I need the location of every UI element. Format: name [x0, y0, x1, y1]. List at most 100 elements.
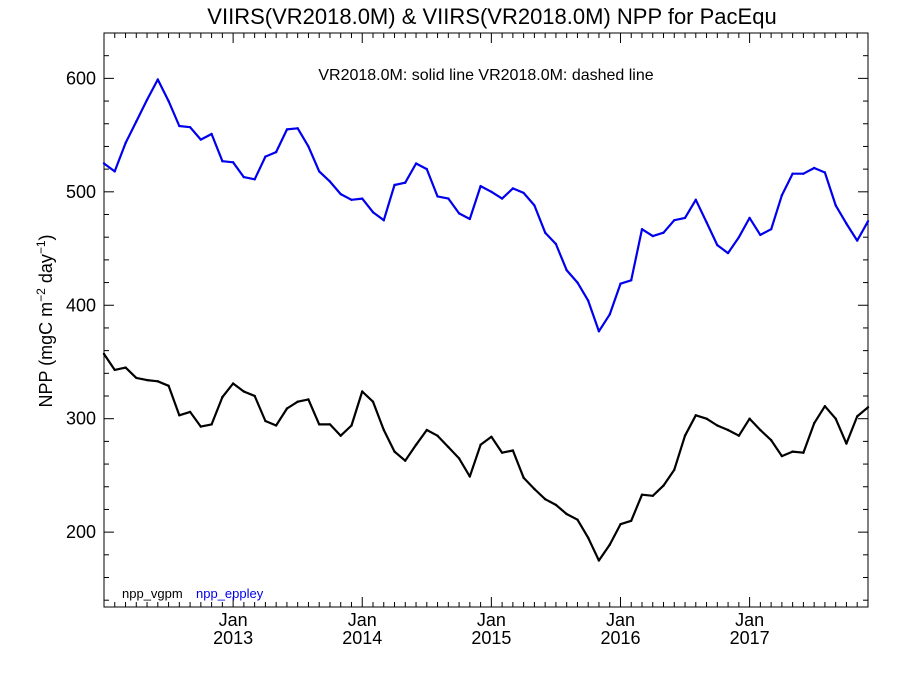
data-point-npp-vgpm [274, 424, 278, 427]
data-point-npp-eppley [296, 127, 299, 130]
series-line-npp-vgpm [103, 353, 869, 562]
data-point-npp-eppley [726, 251, 730, 255]
data-point-npp-vgpm [242, 390, 245, 393]
data-point-npp-eppley [802, 172, 805, 175]
data-point-npp-eppley [544, 231, 547, 234]
data-point-npp-vgpm [414, 443, 418, 446]
data-point-npp-eppley [425, 167, 428, 171]
data-point-npp-eppley [328, 180, 332, 183]
data-point-npp-vgpm [651, 494, 654, 497]
data-point-npp-eppley [651, 234, 654, 238]
data-point-npp-eppley [630, 279, 633, 282]
data-point-npp-eppley [307, 145, 310, 148]
data-point-npp-vgpm [576, 518, 579, 521]
data-point-npp-eppley [242, 175, 245, 179]
data-point-npp-vgpm [522, 476, 525, 479]
data-point-npp-eppley [770, 228, 773, 231]
data-point-npp-vgpm [102, 352, 106, 356]
data-point-npp-vgpm [307, 398, 310, 401]
y-axis-label-exp2: −1 [34, 240, 48, 254]
x-tick-label-month: Jan [348, 610, 377, 630]
data-point-npp-eppley [145, 98, 149, 102]
data-point-npp-eppley [393, 183, 396, 187]
data-point-npp-vgpm [264, 419, 267, 423]
x-tick-label-month: Jan [219, 610, 248, 630]
data-point-npp-vgpm [533, 487, 536, 491]
data-point-npp-eppley [780, 194, 784, 197]
y-tick-label: 400 [66, 295, 96, 315]
data-point-npp-eppley [468, 217, 471, 221]
data-point-npp-eppley [640, 228, 644, 231]
data-point-npp-vgpm [199, 425, 202, 428]
data-point-npp-vgpm [468, 475, 471, 478]
data-point-npp-vgpm [630, 519, 633, 522]
data-point-npp-vgpm [339, 434, 342, 437]
data-point-npp-vgpm [188, 410, 192, 414]
data-point-npp-eppley [113, 170, 116, 173]
data-point-npp-eppley [199, 138, 202, 141]
data-point-npp-eppley [318, 170, 321, 173]
x-tick-label-month: Jan [606, 610, 635, 630]
data-point-npp-eppley [382, 219, 385, 222]
data-point-npp-vgpm [210, 423, 213, 426]
data-point-npp-eppley [479, 184, 482, 188]
data-point-npp-eppley [414, 162, 418, 165]
data-point-npp-eppley [683, 216, 687, 220]
y-tick-label: 600 [66, 68, 96, 88]
data-point-npp-vgpm [404, 459, 407, 462]
data-point-npp-vgpm [479, 443, 482, 446]
plot-frame [103, 32, 869, 608]
data-point-npp-vgpm [393, 450, 396, 453]
x-tick-label-month: Jan [477, 610, 506, 630]
data-point-npp-eppley [404, 181, 407, 184]
y-tick-label: 200 [66, 522, 96, 542]
data-point-npp-vgpm [361, 390, 364, 393]
data-point-npp-vgpm [511, 449, 515, 452]
data-point-npp-vgpm [554, 503, 558, 507]
data-point-npp-eppley [662, 231, 665, 234]
y-tick-label: 300 [66, 409, 96, 429]
chart-title: VIIRS(VR2018.0M) & VIIRS(VR2018.0M) NPP … [207, 4, 776, 29]
data-point-npp-vgpm [823, 405, 827, 408]
data-point-npp-vgpm [135, 376, 138, 380]
data-point-npp-vgpm [350, 424, 353, 427]
data-point-npp-eppley [576, 281, 579, 284]
data-point-npp-eppley [705, 221, 708, 224]
data-point-npp-vgpm [683, 434, 687, 437]
data-point-npp-vgpm [694, 414, 697, 417]
data-point-npp-vgpm [587, 536, 590, 539]
y-axis-label-base: NPP (mgC m [36, 302, 56, 408]
data-point-npp-vgpm [856, 415, 859, 418]
data-point-npp-vgpm [834, 417, 837, 420]
data-point-npp-eppley [845, 222, 848, 225]
data-point-npp-vgpm [457, 457, 461, 460]
x-tick-label-year: 2015 [471, 628, 511, 648]
data-point-npp-vgpm [436, 434, 439, 437]
data-point-npp-vgpm [371, 400, 375, 403]
data-point-npp-vgpm [178, 414, 181, 417]
data-point-npp-vgpm [253, 394, 256, 398]
data-point-npp-eppley [533, 204, 536, 207]
data-point-npp-vgpm [662, 484, 665, 487]
data-point-npp-vgpm [231, 382, 235, 385]
data-point-npp-vgpm [780, 454, 784, 458]
data-point-npp-eppley [823, 171, 827, 174]
series-line-npp-eppley [103, 78, 869, 333]
data-point-npp-vgpm [640, 493, 644, 496]
axes: 200300400500600Jan2013Jan2014Jan2015Jan2… [66, 32, 869, 648]
data-point-npp-eppley [350, 198, 353, 201]
data-point-npp-vgpm [318, 423, 321, 426]
data-point-npp-vgpm [770, 439, 773, 442]
x-tick-label-year: 2013 [213, 628, 253, 648]
data-point-npp-vgpm [716, 424, 719, 427]
data-point-npp-eppley [371, 211, 375, 214]
y-axis-label: NPP (mgC m−2 day−1) [34, 234, 56, 407]
data-point-npp-eppley [221, 160, 224, 163]
data-point-npp-vgpm [296, 400, 299, 403]
data-point-npp-eppley [264, 155, 267, 158]
data-point-npp-eppley [274, 150, 278, 154]
data-point-npp-eppley [500, 197, 504, 200]
data-point-npp-eppley [856, 239, 859, 242]
data-point-npp-eppley [511, 187, 515, 190]
data-point-npp-vgpm [802, 451, 805, 454]
